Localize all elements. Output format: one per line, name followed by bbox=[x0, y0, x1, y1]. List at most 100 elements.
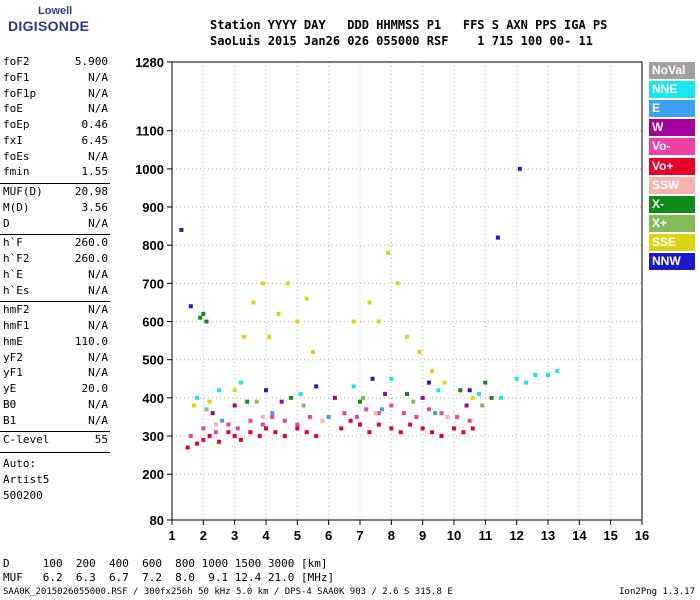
logo-digisonde: DIGISONDE bbox=[8, 18, 90, 34]
data-point bbox=[314, 434, 319, 439]
data-point bbox=[235, 426, 240, 431]
data-point bbox=[430, 369, 435, 374]
x-tick-label: 9 bbox=[419, 528, 426, 543]
data-point bbox=[282, 418, 287, 423]
x-tick-label: 16 bbox=[635, 528, 649, 543]
data-point bbox=[320, 418, 325, 423]
data-point bbox=[195, 395, 200, 400]
header-line-2: SaoLuis 2015 Jan26 026 055000 RSF 1 715 … bbox=[210, 34, 593, 48]
data-point bbox=[367, 300, 372, 305]
param-value: N/A bbox=[88, 216, 108, 230]
auto-scaling-line2: Artist5 bbox=[3, 473, 50, 486]
x-tick-label: 2 bbox=[200, 528, 207, 543]
data-point bbox=[477, 392, 482, 397]
param-label: foF1 bbox=[3, 70, 30, 84]
data-point bbox=[379, 407, 384, 412]
param-label: h`Es bbox=[3, 283, 30, 297]
data-point bbox=[304, 430, 309, 435]
param-value: 260.0 bbox=[74, 252, 108, 265]
y-tick-label: 1100 bbox=[136, 124, 164, 139]
data-point bbox=[188, 304, 193, 309]
data-point bbox=[185, 445, 190, 450]
legend-item: X- bbox=[649, 195, 695, 213]
param-row: MUF(D) 20.98 bbox=[0, 185, 110, 200]
data-point bbox=[304, 296, 309, 301]
auto-scaling-line3: 500200 bbox=[3, 489, 43, 502]
y-tick-label: 400 bbox=[142, 391, 164, 406]
data-point bbox=[445, 414, 450, 419]
data-point bbox=[307, 414, 312, 419]
data-point bbox=[401, 411, 406, 416]
data-point bbox=[213, 430, 218, 435]
param-row: D N/A bbox=[0, 217, 110, 232]
data-point bbox=[426, 380, 431, 385]
data-point bbox=[467, 418, 472, 423]
data-point bbox=[191, 403, 196, 408]
legend-item: NoVal bbox=[649, 62, 695, 79]
param-label: B0 bbox=[3, 397, 17, 411]
data-point bbox=[555, 369, 560, 374]
data-point bbox=[370, 376, 375, 381]
data-point bbox=[470, 395, 475, 400]
data-point bbox=[289, 395, 294, 400]
param-value: N/A bbox=[88, 366, 108, 380]
data-point bbox=[264, 388, 268, 393]
y-tick-label: 600 bbox=[142, 315, 164, 330]
param-row: foEp 0.46 bbox=[0, 118, 110, 133]
logo-lowell: Lowell bbox=[38, 5, 73, 17]
data-point bbox=[533, 372, 538, 377]
param-value: N/A bbox=[88, 350, 108, 364]
param-separator bbox=[0, 183, 110, 184]
data-point bbox=[411, 399, 416, 404]
data-point bbox=[389, 403, 394, 408]
data-point bbox=[358, 399, 362, 404]
header-line-1: Station YYYY DAY DDD HHMMSS P1 FFS S AXN… bbox=[210, 18, 608, 32]
x-tick-label: 7 bbox=[356, 528, 363, 543]
data-point bbox=[248, 418, 253, 423]
data-point bbox=[417, 350, 422, 355]
y-tick-label: 300 bbox=[142, 429, 164, 444]
param-label: h`F bbox=[3, 236, 23, 250]
y-tick-label: 1280 bbox=[135, 55, 164, 70]
param-label: fxI bbox=[3, 133, 23, 147]
x-tick-label: 13 bbox=[541, 528, 555, 543]
param-label: yF1 bbox=[3, 366, 23, 380]
x-tick-label: 10 bbox=[447, 528, 461, 543]
param-value: N/A bbox=[88, 303, 108, 317]
param-row: yE 20.0 bbox=[0, 382, 110, 397]
param-row: yF1 N/A bbox=[0, 366, 110, 381]
param-row: fxI 6.45 bbox=[0, 134, 110, 149]
data-point bbox=[245, 399, 250, 404]
data-point bbox=[461, 430, 466, 435]
data-point bbox=[210, 411, 215, 416]
param-value: 3.56 bbox=[81, 200, 109, 214]
param-label: yF2 bbox=[3, 350, 23, 364]
data-point bbox=[251, 300, 256, 305]
muf-table: D 100 200 400 600 800 1000 1500 3000 [km… bbox=[3, 557, 334, 585]
data-point bbox=[226, 422, 231, 427]
data-point bbox=[282, 434, 287, 439]
y-tick-label: 900 bbox=[142, 200, 164, 215]
data-point bbox=[398, 430, 403, 435]
data-point bbox=[389, 376, 394, 381]
data-point bbox=[517, 166, 522, 171]
data-point bbox=[339, 426, 344, 431]
data-point bbox=[426, 407, 431, 412]
data-point bbox=[260, 422, 265, 427]
param-label: h`F2 bbox=[3, 252, 30, 265]
data-point bbox=[188, 434, 193, 439]
param-row: hmF2 N/A bbox=[0, 303, 110, 318]
data-point bbox=[242, 334, 247, 339]
data-point bbox=[405, 334, 409, 339]
param-value: N/A bbox=[88, 319, 108, 332]
muf-table-distance-row: D 100 200 400 600 800 1000 1500 3000 [km… bbox=[3, 557, 328, 570]
param-value: 6.45 bbox=[81, 133, 109, 147]
param-label: foF2 bbox=[3, 55, 30, 68]
param-value: N/A bbox=[88, 86, 108, 100]
data-point bbox=[351, 384, 356, 389]
data-point bbox=[546, 372, 550, 377]
param-label: fmin bbox=[3, 165, 30, 179]
data-point bbox=[298, 392, 303, 397]
data-point bbox=[217, 439, 221, 444]
